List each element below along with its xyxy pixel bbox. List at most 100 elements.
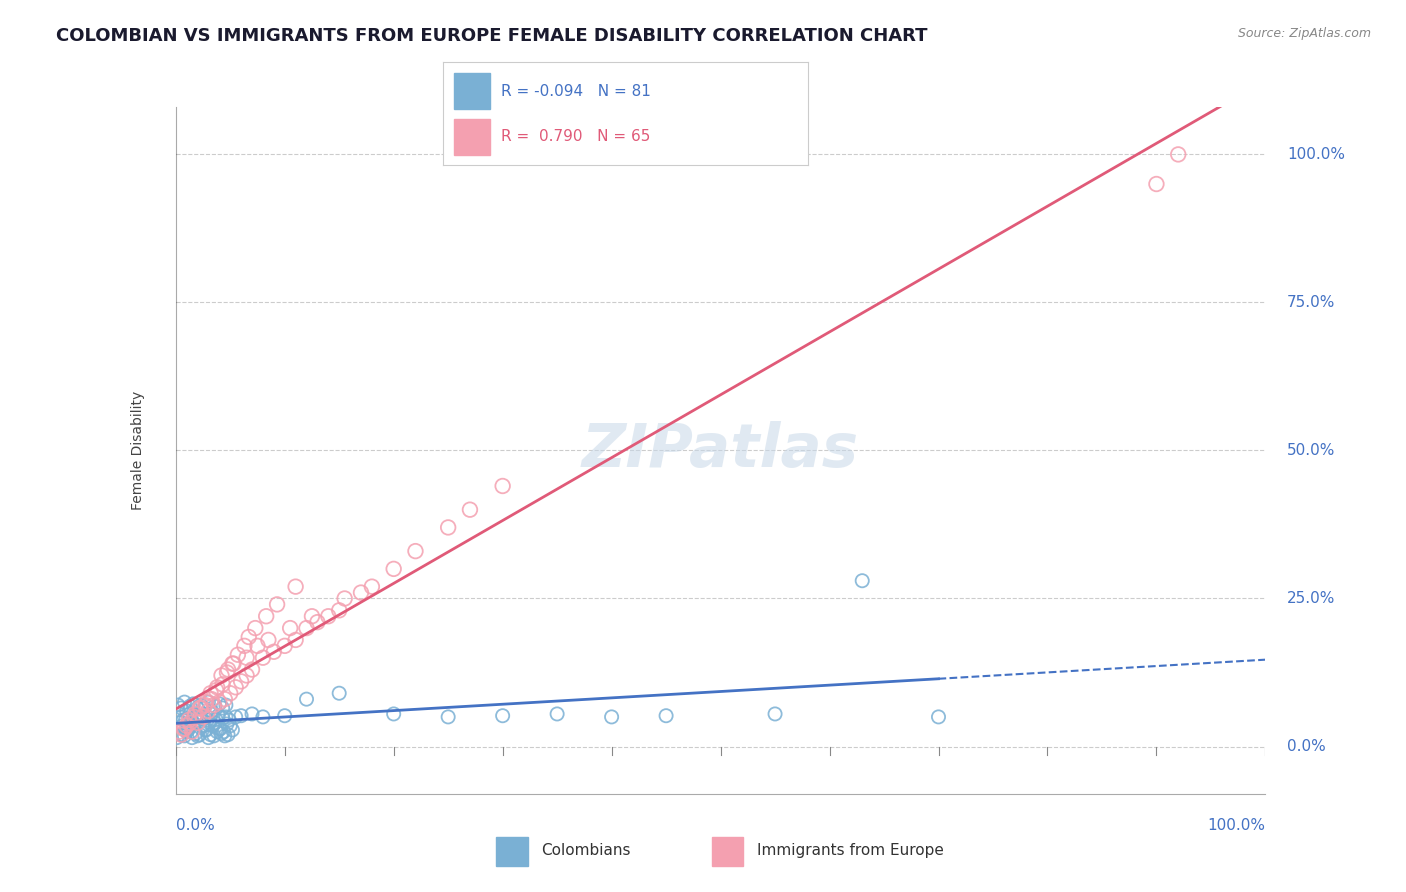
- Text: 100.0%: 100.0%: [1288, 147, 1346, 162]
- Point: [217, 663, 239, 677]
- Text: 0.0%: 0.0%: [1288, 739, 1326, 754]
- Point: [328, 603, 350, 617]
- Point: [233, 639, 256, 653]
- Point: [181, 731, 204, 745]
- Point: [209, 722, 232, 736]
- Point: [218, 713, 240, 727]
- Point: [198, 715, 221, 730]
- Point: [215, 698, 238, 712]
- Point: [217, 728, 239, 742]
- Point: [254, 609, 277, 624]
- Point: [212, 724, 235, 739]
- Point: [201, 692, 224, 706]
- Point: [195, 713, 218, 727]
- Point: [318, 609, 340, 624]
- Point: [211, 668, 233, 682]
- Point: [252, 650, 274, 665]
- Point: [215, 710, 238, 724]
- Point: [191, 710, 214, 724]
- Point: [350, 585, 373, 599]
- Point: [284, 580, 307, 594]
- Point: [176, 719, 198, 733]
- Point: [170, 701, 193, 715]
- Point: [278, 621, 301, 635]
- Point: [184, 706, 207, 721]
- Point: [186, 708, 208, 723]
- Point: [190, 698, 212, 712]
- Point: [184, 726, 207, 740]
- Text: ZIPatlas: ZIPatlas: [582, 421, 859, 480]
- Point: [307, 615, 329, 630]
- Point: [240, 663, 263, 677]
- Point: [194, 723, 217, 737]
- Point: [208, 697, 231, 711]
- Point: [176, 704, 198, 718]
- Point: [257, 632, 280, 647]
- Point: [195, 695, 218, 709]
- Point: [458, 502, 481, 516]
- Point: [235, 650, 257, 665]
- Point: [295, 621, 318, 635]
- Point: [235, 668, 257, 682]
- Point: [928, 710, 950, 724]
- Point: [190, 701, 212, 715]
- Point: [200, 686, 222, 700]
- Point: [214, 729, 236, 743]
- Point: [851, 574, 873, 588]
- Point: [167, 715, 190, 730]
- Point: [231, 674, 253, 689]
- Point: [207, 708, 229, 723]
- Point: [169, 710, 191, 724]
- Point: [167, 698, 190, 712]
- Point: [295, 692, 318, 706]
- Text: 0.0%: 0.0%: [176, 818, 215, 832]
- Text: 25.0%: 25.0%: [1288, 591, 1336, 606]
- Point: [382, 706, 405, 721]
- Point: [181, 697, 204, 711]
- Point: [211, 677, 233, 691]
- Point: [222, 657, 245, 671]
- Point: [173, 722, 195, 736]
- Point: [183, 717, 205, 731]
- Point: [240, 706, 263, 721]
- Point: [214, 692, 236, 706]
- Point: [1146, 177, 1168, 191]
- Point: [211, 711, 233, 725]
- Point: [172, 722, 194, 736]
- Point: [274, 639, 297, 653]
- Point: [193, 701, 215, 715]
- Point: [246, 639, 269, 653]
- Text: Immigrants from Europe: Immigrants from Europe: [756, 843, 943, 857]
- Point: [190, 711, 212, 725]
- Point: [201, 706, 224, 721]
- Point: [201, 719, 224, 733]
- Text: Source: ZipAtlas.com: Source: ZipAtlas.com: [1237, 27, 1371, 40]
- Point: [219, 686, 242, 700]
- Point: [173, 729, 195, 743]
- Point: [172, 713, 194, 727]
- Point: [205, 683, 228, 698]
- Point: [204, 715, 226, 730]
- Point: [211, 726, 233, 740]
- Point: [180, 724, 202, 739]
- Point: [215, 665, 238, 680]
- Point: [204, 699, 226, 714]
- Point: [211, 701, 233, 715]
- Text: Colombians: Colombians: [541, 843, 630, 857]
- Point: [188, 728, 211, 742]
- FancyBboxPatch shape: [711, 837, 744, 865]
- Point: [186, 715, 209, 730]
- Point: [181, 724, 204, 739]
- Point: [186, 729, 209, 743]
- Point: [361, 580, 384, 594]
- Point: [186, 701, 209, 715]
- Point: [492, 708, 515, 723]
- Point: [170, 728, 193, 742]
- Point: [177, 722, 200, 736]
- Point: [266, 598, 288, 612]
- Point: [221, 657, 243, 671]
- Point: [546, 706, 568, 721]
- Point: [333, 591, 356, 606]
- Point: [179, 715, 201, 730]
- Point: [193, 710, 215, 724]
